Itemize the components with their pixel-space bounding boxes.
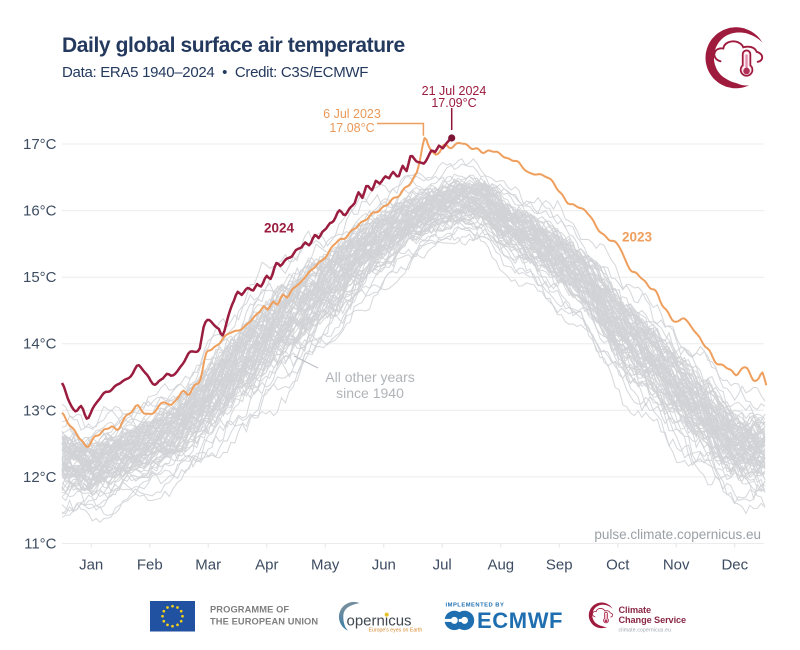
svg-text:Sep: Sep xyxy=(546,557,573,574)
svg-text:14°C: 14°C xyxy=(23,336,57,353)
svg-text:THE EUROPEAN UNION: THE EUROPEAN UNION xyxy=(210,617,318,627)
svg-text:Mar: Mar xyxy=(195,557,221,574)
svg-text:16°C: 16°C xyxy=(23,203,57,220)
svg-text:Climate: Climate xyxy=(619,605,652,615)
svg-text:since 1940: since 1940 xyxy=(336,385,404,401)
svg-text:PROGRAMME OF: PROGRAMME OF xyxy=(210,605,289,615)
svg-text:Dec: Dec xyxy=(721,557,748,574)
svg-text:17.09°C: 17.09°C xyxy=(431,96,476,110)
svg-text:11°C: 11°C xyxy=(24,536,57,553)
svg-text:Jun: Jun xyxy=(372,557,396,574)
svg-text:15°C: 15°C xyxy=(23,269,57,286)
svg-text:21 Jul 2024: 21 Jul 2024 xyxy=(422,84,487,98)
svg-text:17.08°C: 17.08°C xyxy=(329,121,374,135)
svg-text:17°C: 17°C xyxy=(23,136,57,153)
svg-text:IMPLEMENTED BY: IMPLEMENTED BY xyxy=(446,603,505,609)
svg-text:All other years: All other years xyxy=(325,369,414,385)
svg-text:2023: 2023 xyxy=(622,230,653,245)
svg-text:Oct: Oct xyxy=(606,557,630,574)
svg-text:12°C: 12°C xyxy=(23,469,57,486)
svg-text:climate.copernicus.eu: climate.copernicus.eu xyxy=(619,628,672,634)
svg-text:Change Service: Change Service xyxy=(619,615,687,625)
svg-text:May: May xyxy=(311,557,340,574)
svg-text:Jul: Jul xyxy=(433,557,452,574)
svg-text:6 Jul 2023: 6 Jul 2023 xyxy=(323,107,381,121)
svg-text:opernicus: opernicus xyxy=(347,613,412,630)
svg-text:Apr: Apr xyxy=(255,557,278,574)
svg-text:Nov: Nov xyxy=(663,557,690,574)
svg-text:Aug: Aug xyxy=(487,557,514,574)
svg-text:13°C: 13°C xyxy=(23,402,57,419)
svg-text:ECMWF: ECMWF xyxy=(477,608,563,633)
svg-text:Europe's eyes on Earth: Europe's eyes on Earth xyxy=(369,627,423,633)
svg-text:Jan: Jan xyxy=(79,557,103,574)
svg-text:2024: 2024 xyxy=(264,221,295,236)
svg-text:Feb: Feb xyxy=(137,557,163,574)
svg-text:pulse.climate.copernicus.eu: pulse.climate.copernicus.eu xyxy=(594,527,761,542)
